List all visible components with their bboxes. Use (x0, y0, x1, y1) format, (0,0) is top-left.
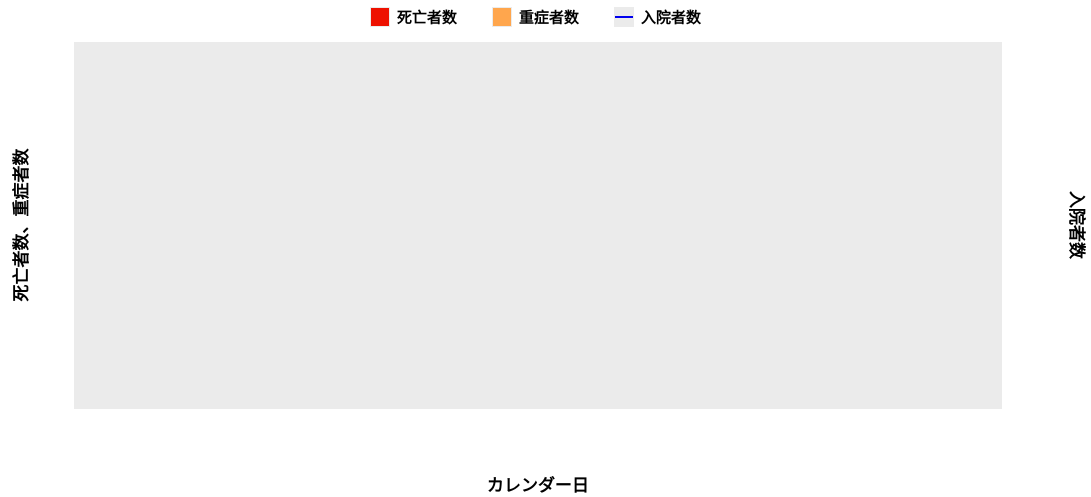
legend-label: 死亡者数 (397, 9, 458, 27)
legend-key (493, 8, 511, 26)
legend: 死亡者数 重症者数 入院者数 (370, 7, 702, 27)
panel (74, 42, 1002, 409)
legend-label: 重症者数 (519, 9, 580, 27)
legend-key (371, 8, 389, 26)
legend-label: 入院者数 (641, 9, 702, 27)
x-axis-title: カレンダー日 (487, 475, 589, 496)
y-axis-title: 死亡者数、重症者数 (11, 148, 32, 302)
y2-axis-title: 入院者数 (1066, 191, 1087, 260)
